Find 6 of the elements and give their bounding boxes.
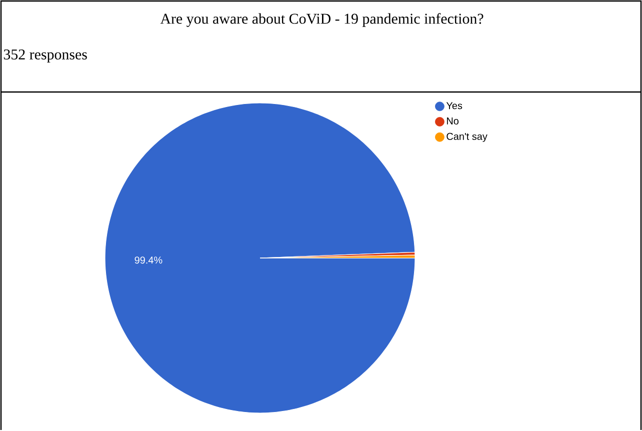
legend-label: No [447,118,459,125]
legend-label: Yes [446,102,462,110]
data-label: 99.4% [134,256,162,264]
chart-subtitle: 352 responses [4,50,87,63]
legend-label: Can't say [446,133,488,142]
chart-title: Are you aware about CoViD - 19 pandemic infection? [160,13,484,28]
